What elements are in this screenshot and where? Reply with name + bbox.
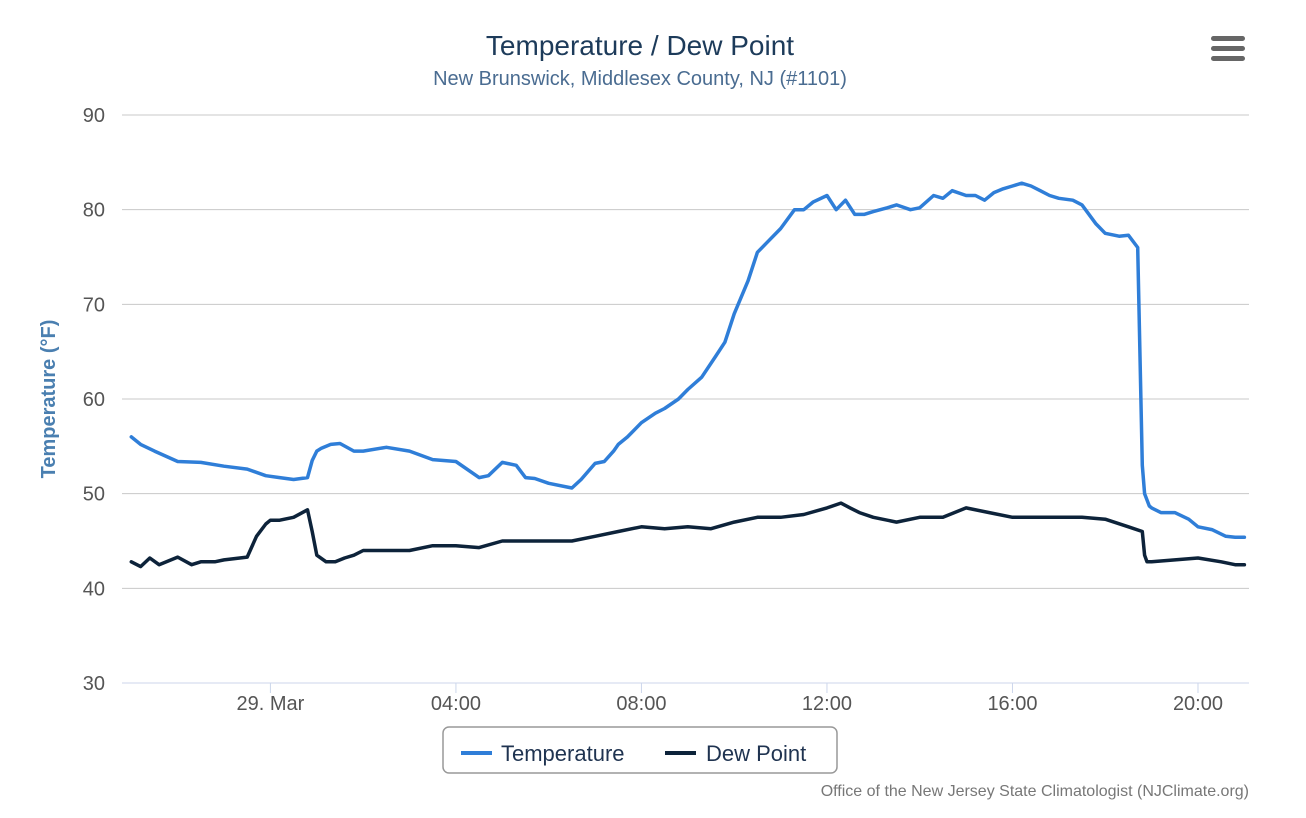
x-tick-label: 08:00 [616, 693, 666, 715]
legend-item-temperature[interactable]: Temperature [461, 741, 625, 766]
y-tick-label: 70 [83, 294, 105, 316]
legend-box [442, 726, 838, 774]
legend-label-dew-point: Dew Point [706, 741, 806, 766]
y-axis-label: Temperature (°F) [38, 320, 60, 479]
y-tick-label: 30 [83, 673, 105, 695]
y-tick-label: 40 [83, 578, 105, 600]
series-lines [129, 181, 1247, 569]
y-gridlines [122, 114, 1249, 589]
x-tick-label: 20:00 [1173, 693, 1223, 715]
legend: Temperature Dew Point [442, 726, 838, 774]
series-line-dew-point[interactable] [129, 501, 1247, 569]
y-tick-label: 50 [83, 484, 105, 506]
y-tick-label: 90 [83, 105, 105, 127]
chart-title: Temperature / Dew Point [486, 30, 794, 61]
series-line-temperature[interactable] [129, 181, 1247, 539]
legend-item-dew-point[interactable]: Dew Point [665, 741, 806, 766]
hamburger-menu-icon[interactable] [1208, 30, 1248, 64]
y-axis-tick-labels: 30 40 50 60 70 80 90 [83, 105, 105, 695]
y-tick-label: 80 [83, 200, 105, 222]
x-tick-label: 29. Mar [237, 693, 305, 715]
x-tick-label: 16:00 [987, 693, 1037, 715]
chart-credits[interactable]: Office of the New Jersey State Climatolo… [821, 783, 1249, 800]
x-axis-ticks: 29. Mar 04:00 08:00 12:00 16:00 20:00 [237, 683, 1223, 715]
y-tick-label: 60 [83, 389, 105, 411]
x-tick-label: 04:00 [431, 693, 481, 715]
x-tick-label: 12:00 [802, 693, 852, 715]
legend-label-temperature: Temperature [501, 741, 625, 766]
chart-subtitle: New Brunswick, Middlesex County, NJ (#11… [433, 68, 847, 90]
